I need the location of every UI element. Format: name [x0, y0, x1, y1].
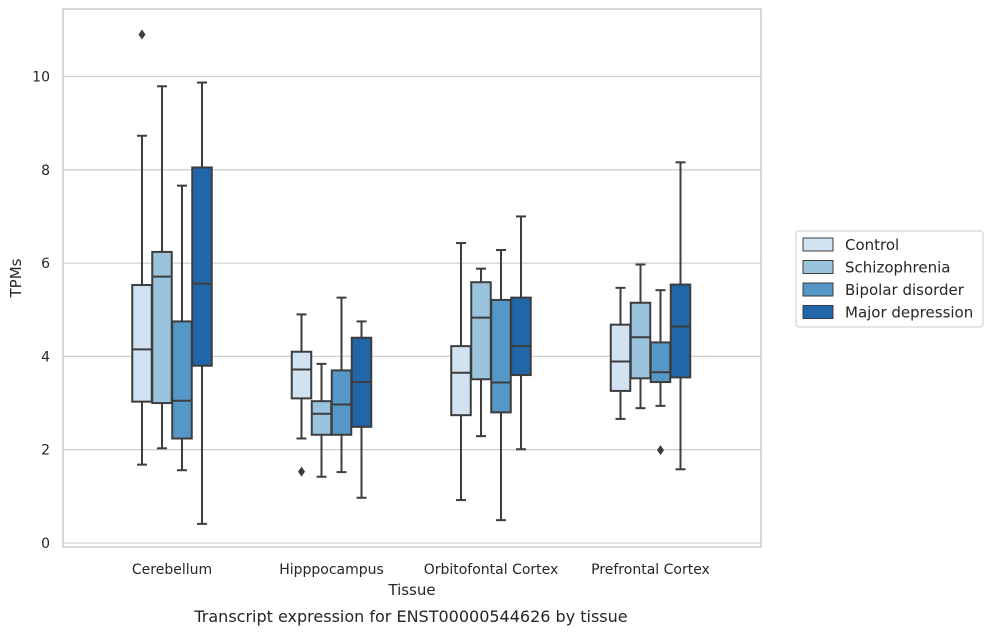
box-control — [290, 313, 313, 477]
box-major-depression — [191, 81, 213, 525]
box-bipolar-disorder — [649, 289, 672, 456]
x-tick-label: Prefrontal Cortex — [591, 562, 710, 578]
box-iqr — [171, 320, 193, 440]
box-schizophrenia — [629, 263, 652, 410]
y-axis-label: TPMs — [7, 258, 25, 298]
y-tick-label: 0 — [41, 536, 50, 552]
legend-label: Control — [845, 236, 899, 254]
box-iqr — [310, 400, 333, 436]
legend-label: Major depression — [845, 304, 973, 322]
x-tick-label: Hipppocampus — [279, 562, 384, 578]
box-iqr — [131, 284, 153, 403]
y-tick-label: 2 — [41, 443, 50, 459]
box-schizophrenia — [151, 85, 173, 450]
box-control — [131, 29, 153, 466]
box-iqr — [649, 341, 672, 384]
legend-label: Schizophrenia — [845, 259, 950, 277]
x-tick-label: Cerebellum — [132, 562, 212, 578]
box-iqr — [151, 250, 173, 405]
box-iqr — [191, 166, 213, 367]
box-iqr — [609, 323, 632, 392]
box-series — [131, 29, 692, 525]
box-iqr — [669, 283, 692, 379]
box-bipolar-disorder — [171, 184, 193, 472]
x-axis: Cerebellum Hipppocampus Orbitofontal Corte… — [132, 562, 710, 578]
box-iqr — [290, 350, 313, 400]
box-iqr — [330, 369, 353, 436]
box-iqr — [470, 281, 492, 381]
y-tick-label: 10 — [32, 70, 50, 86]
y-tick-label: 8 — [41, 163, 50, 179]
box-iqr — [629, 301, 652, 380]
y-tick-label: 6 — [41, 256, 50, 272]
box-major-depression — [669, 161, 692, 471]
legend-label: Bipolar disorder — [845, 281, 965, 299]
box-major-depression — [510, 215, 532, 451]
box-control — [450, 242, 472, 502]
box-control — [609, 286, 632, 420]
box-bipolar-disorder — [490, 249, 512, 522]
outlier-point — [657, 445, 664, 456]
x-axis-label: Tissue — [387, 581, 435, 599]
box-iqr — [450, 345, 472, 417]
legend: Control Schizophrenia Bipolar disorder Majo… — [795, 230, 984, 328]
plot-frame — [62, 8, 762, 548]
chart-caption: Transcript expression for ENST0000054462… — [193, 607, 627, 626]
box-major-depression — [350, 320, 373, 499]
y-tick-label: 4 — [41, 349, 50, 365]
outlier-point — [138, 29, 146, 40]
x-tick-label: Orbitofontal Cortex — [424, 562, 559, 578]
box-bipolar-disorder — [330, 296, 353, 474]
legend-frame — [795, 230, 984, 328]
outlier-point — [298, 466, 305, 477]
legend-swatch — [802, 260, 834, 274]
legend-swatch — [802, 237, 834, 252]
y-axis: 0 2 4 6 8 10 — [32, 70, 50, 553]
box-schizophrenia — [470, 267, 492, 438]
box-iqr — [510, 296, 532, 377]
legend-swatch — [802, 305, 834, 319]
box-schizophrenia — [310, 362, 333, 478]
box-iqr — [490, 298, 512, 414]
legend-swatch — [802, 282, 834, 297]
